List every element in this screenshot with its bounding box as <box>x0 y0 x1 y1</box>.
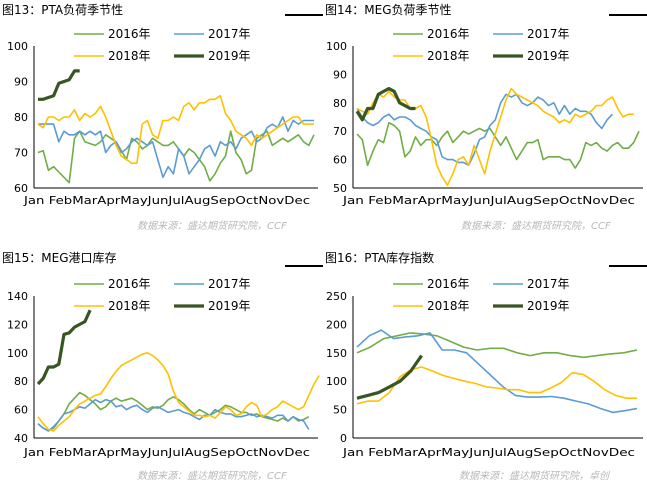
y-tick-label: 0 <box>340 432 347 445</box>
series-line-2018 <box>356 366 637 405</box>
legend-label: 2018年 <box>427 299 470 313</box>
chart-title: 图15：MEG港口库存 <box>2 251 117 265</box>
legend-label: 2019年 <box>527 299 570 313</box>
source-note: 数据来源：盛达期货研究院，CCF <box>461 221 611 232</box>
series-line-2016 <box>356 121 640 169</box>
source-note: 数据来源：盛达期货研究院，卓创 <box>459 471 609 482</box>
source-note: 数据来源：盛达期货研究院，CCF <box>137 471 287 482</box>
chart-title: 图16：PTA库存指数 <box>325 251 435 265</box>
chart-svg: 60 70 80 90 100 Jan FebMarAprMayJunJulAugSepO… <box>7 27 318 207</box>
y-tick-label: 150 <box>326 347 347 360</box>
y-tick-label: 120 <box>7 318 28 331</box>
y-tick-label: 100 <box>326 40 347 53</box>
series-line-2019 <box>36 309 92 386</box>
y-tick-label: 60 <box>14 404 28 417</box>
series-line-2017 <box>356 93 613 167</box>
chart-svg: 0 50 100 150 200 250 Jan FebMarAprMayJunJulAug… <box>326 277 643 459</box>
legend-label: 2018年 <box>427 49 470 63</box>
series-line-2016 <box>356 332 638 359</box>
chart-svg: 40 60 80 100 120 140 Jan FebMarAprMayJunJulAug… <box>7 277 320 459</box>
y-tick-label: 200 <box>326 318 347 331</box>
legend-label: 2016年 <box>427 277 470 291</box>
legend-label: 2016年 <box>427 27 470 41</box>
series-line-2018 <box>356 87 634 186</box>
series-line-2019 <box>356 354 423 400</box>
title-rule <box>285 265 323 267</box>
y-tick-label: 80 <box>14 111 28 124</box>
chart-panel-meg-port-stock: 图15：MEG港口库存 40 60 80 100 120 140 Jan FebMarApr… <box>0 246 323 482</box>
series-line-2016 <box>37 391 310 432</box>
y-tick-label: 100 <box>326 375 347 388</box>
chart-title: 图14：MEG负荷季节性 <box>325 3 452 17</box>
source-note: 数据来源：盛达期货研究院，CCF <box>137 221 287 232</box>
legend-label: 2017年 <box>208 277 251 291</box>
legend-label: 2019年 <box>208 49 251 63</box>
y-tick-label: 50 <box>333 404 347 417</box>
legend-label: 2016年 <box>108 277 151 291</box>
series-line-2018 <box>37 352 320 432</box>
y-tick-label: 80 <box>14 375 28 388</box>
title-rule <box>609 265 647 267</box>
chart-title: 图13：PTA负荷季节性 <box>2 3 124 17</box>
legend-label: 2017年 <box>527 277 570 291</box>
legend-label: 2019年 <box>527 49 570 63</box>
x-tick-labels: Jan FebMarAprMayJunJulAugSepOctNovDec <box>23 194 310 207</box>
y-tick-label: 90 <box>14 76 28 89</box>
chart-svg: 50 60 70 80 90 100 Jan FebMarAprMayJunJulAugSe… <box>326 27 643 207</box>
series-line-2019 <box>355 86 416 122</box>
chart-panel-pta-stock-index: 图16：PTA库存指数 0 50 100 150 200 250 Jan FebMarApr… <box>323 246 647 482</box>
y-tick-label: 100 <box>7 40 28 53</box>
series-line-2017 <box>38 116 314 179</box>
legend-label: 2016年 <box>108 27 151 41</box>
chart-panel-meg-load: 图14：MEG负荷季节性 50 60 70 80 90 100 Jan FebMarAprM… <box>323 0 647 240</box>
y-tick-label: 250 <box>326 290 347 303</box>
x-tick-labels: Jan FebMarAprMayJunJulAugSepOctNovDec <box>342 194 635 207</box>
series-line-2017 <box>356 329 638 414</box>
y-tick-label: 70 <box>14 147 28 160</box>
y-tick-label: 90 <box>333 68 347 81</box>
y-tick-label: 40 <box>14 432 28 445</box>
y-tick-label: 70 <box>333 125 347 138</box>
legend-label: 2017年 <box>208 27 251 41</box>
title-rule <box>285 14 323 16</box>
y-tick-label: 60 <box>333 154 347 167</box>
y-tick-label: 80 <box>333 97 347 110</box>
x-tick-labels: Jan FebMarAprMayJunJulAugSepOctNovDec <box>23 446 310 459</box>
legend-label: 2019年 <box>208 299 251 313</box>
y-tick-label: 60 <box>14 182 28 195</box>
series-line-2018 <box>37 94 314 164</box>
y-tick-label: 140 <box>7 290 28 303</box>
y-tick-label: 50 <box>333 182 347 195</box>
legend-label: 2017年 <box>527 27 570 41</box>
legend-label: 2018年 <box>108 299 151 313</box>
series-line-2016 <box>37 130 315 184</box>
x-tick-labels: Jan FebMarAprMayJunJulAugSepOctNovDec <box>342 446 635 459</box>
y-tick-label: 100 <box>7 347 28 360</box>
chart-panel-pta-load: 图13：PTA负荷季节性 60 70 80 90 100 Jan FebMarAprMay… <box>0 0 323 240</box>
legend-label: 2018年 <box>108 49 151 63</box>
title-rule <box>609 14 647 16</box>
series-line-2019 <box>38 69 80 101</box>
